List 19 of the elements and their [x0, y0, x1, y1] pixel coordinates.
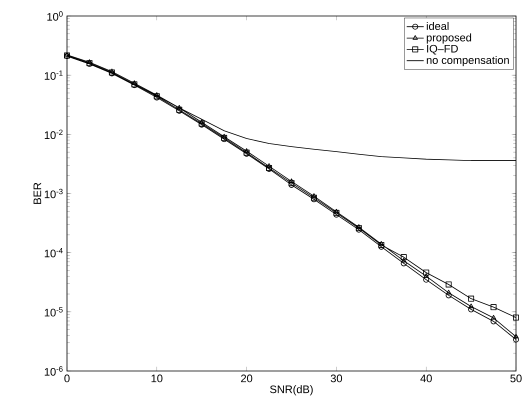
y-tick-label: 10$^{0}$	[47, 11, 63, 21]
y-tick-label: 10$^{-6}$	[44, 366, 63, 376]
y-tick-label: 10$^{-2}$	[44, 130, 63, 140]
x-tick-label: 50	[510, 374, 522, 382]
y-tick-label: 10$^{-3}$	[44, 188, 63, 198]
y-tick-label: 10$^{-1}$	[44, 70, 63, 80]
legend-label: IQ–FD	[427, 44, 458, 55]
x-tick-label: 30	[330, 374, 342, 382]
x-tick-label: 20	[241, 374, 252, 382]
y-axis-title: BER	[34, 182, 42, 204]
x-axis-title: SNR(dB)	[270, 385, 313, 396]
x-tick-label: 10	[152, 374, 162, 382]
legend-label: no compensation	[426, 56, 509, 66]
legend-label: ideal	[426, 22, 449, 30]
x-tick-label: 0	[64, 374, 70, 382]
legend-label: proposed	[426, 33, 472, 44]
y-tick-label: 10$^{-4}$	[44, 248, 63, 258]
x-tick-label: 40	[420, 374, 432, 382]
y-tick-label: 10$^{-5}$	[44, 307, 63, 317]
